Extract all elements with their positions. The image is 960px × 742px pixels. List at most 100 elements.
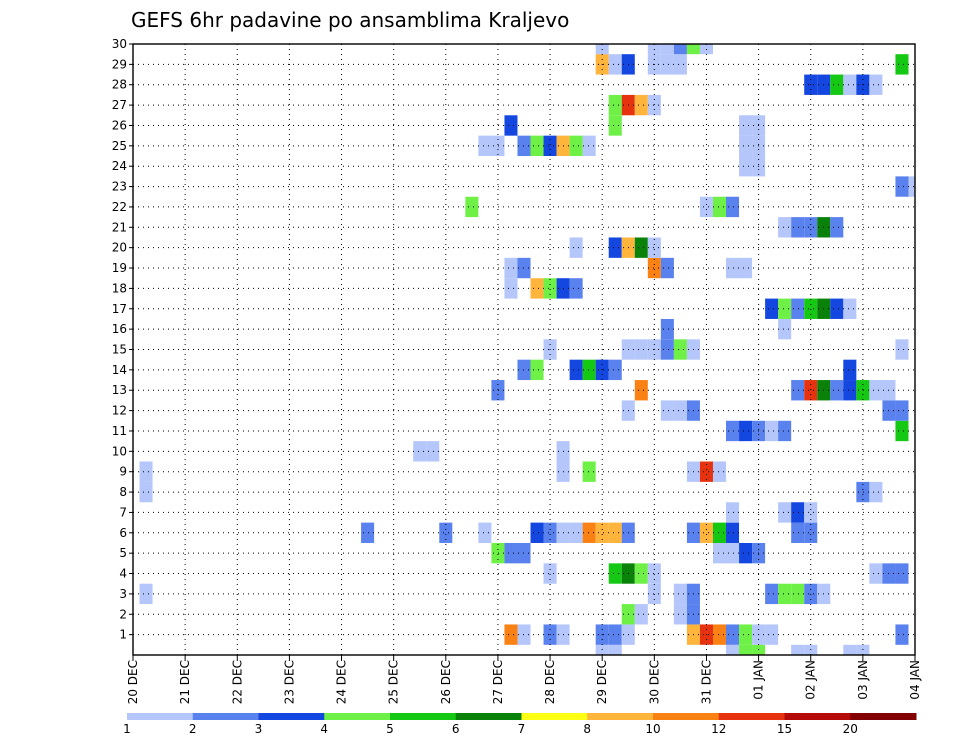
heatmap-cell	[660, 44, 674, 55]
colorbar-swatch	[850, 713, 917, 720]
colorbar-label: 12	[711, 722, 726, 736]
heatmap-cell	[582, 522, 596, 543]
x-tick-label: 28 DEC	[543, 660, 557, 704]
heatmap-cell	[765, 583, 779, 605]
heatmap-cell	[673, 44, 687, 55]
heatmap-cell	[361, 522, 375, 543]
heatmap-cell	[895, 420, 909, 442]
x-tick-label: 27 DEC	[491, 660, 505, 704]
y-tick-label: 20	[112, 241, 127, 255]
y-tick-label: 5	[119, 546, 127, 560]
heatmap-cell	[673, 583, 687, 605]
heatmap-cell	[673, 54, 687, 75]
heatmap-cell	[843, 644, 857, 655]
heatmap-cell	[543, 135, 557, 157]
heatmap-cell	[491, 380, 505, 401]
y-tick-label: 13	[112, 383, 127, 397]
y-tick-label: 27	[112, 98, 127, 112]
heatmap-cell	[634, 380, 648, 401]
colorbar-swatch	[258, 713, 325, 720]
heatmap-cell	[139, 461, 153, 482]
heatmap-cell	[712, 624, 727, 645]
colorbar-swatch	[127, 713, 194, 720]
heatmap-cell	[634, 339, 648, 360]
y-tick-label: 11	[112, 424, 127, 438]
colorbar-swatch	[718, 713, 785, 720]
y-tick-label: 17	[112, 302, 127, 316]
heatmap-cell	[634, 94, 648, 116]
heatmap-cell	[739, 542, 753, 564]
heatmap-cell	[439, 522, 453, 543]
heatmap-cell	[843, 359, 857, 381]
heatmap-cell	[647, 94, 661, 116]
heatmap-cell	[804, 502, 818, 523]
heatmap-cell	[895, 176, 909, 197]
colorbar-label: 3	[255, 722, 263, 736]
colorbar-label: 2	[189, 722, 197, 736]
heatmap-cell	[647, 257, 661, 279]
heatmap-cell	[608, 624, 622, 645]
heatmap-cell	[739, 624, 753, 645]
heatmap-cell	[739, 257, 753, 279]
heatmap-cell	[726, 196, 740, 218]
heatmap-cell	[491, 542, 505, 564]
heatmap-cell	[869, 481, 883, 503]
x-tick-label: 02 JAN	[804, 660, 818, 700]
colorbar-swatch	[390, 713, 457, 720]
heatmap-cell	[778, 583, 792, 605]
heatmap-cell	[791, 217, 805, 238]
colorbar-label: 1	[123, 722, 131, 736]
heatmap-cell	[895, 339, 909, 360]
heatmap-cell	[582, 359, 596, 381]
y-tick-label: 10	[112, 444, 127, 458]
heatmap-cell	[908, 176, 915, 197]
heatmap-cell	[569, 522, 583, 543]
x-tick-label: 20 DEC	[126, 660, 140, 704]
heatmap-cell	[804, 380, 818, 401]
heatmap-cell	[791, 644, 805, 655]
heatmap-cell	[569, 278, 583, 299]
heatmap-cell	[673, 400, 687, 421]
heatmap-cell	[139, 481, 153, 503]
y-tick-label: 1	[119, 628, 127, 642]
y-tick-label: 14	[112, 363, 127, 377]
heatmap-cell	[869, 380, 883, 401]
chart-title: GEFS 6hr padavine po ansamblima Kraljevo	[131, 8, 569, 32]
colorbar-swatch	[587, 713, 654, 720]
heatmap-cell	[543, 278, 557, 299]
heatmap-cell	[686, 44, 700, 55]
heatmap-cell	[712, 522, 727, 543]
y-tick-label: 9	[119, 465, 127, 479]
heatmap-cell	[608, 359, 622, 381]
x-tick-label: 31 DEC	[699, 660, 713, 704]
heatmap-cell	[739, 420, 753, 442]
y-tick-label: 4	[119, 567, 127, 581]
heatmap-cell	[856, 380, 870, 401]
heatmap-cell	[712, 196, 727, 218]
heatmap-cell	[582, 461, 596, 482]
heatmap-cell	[504, 257, 518, 279]
y-tick-label: 12	[112, 404, 127, 418]
heatmap-cell	[739, 115, 753, 136]
heatmap-cell	[634, 563, 648, 584]
heatmap-cell	[660, 318, 674, 340]
x-tick-label: 01 JAN	[752, 660, 766, 700]
y-tick-label: 23	[112, 180, 127, 194]
y-tick-label: 21	[112, 220, 127, 234]
heatmap-cell	[856, 481, 870, 503]
heatmap-cell	[830, 74, 844, 95]
heatmap-cell	[830, 217, 844, 238]
heatmap-cell	[869, 563, 883, 584]
heatmap-cell	[830, 380, 844, 401]
y-tick-label: 15	[112, 343, 127, 357]
heatmap-cell	[869, 74, 883, 95]
heatmap-cell	[765, 624, 779, 645]
colorbar-label: 15	[777, 722, 792, 736]
x-tick-label: 25 DEC	[387, 660, 401, 704]
heatmap-cell	[660, 400, 674, 421]
heatmap-cell	[791, 502, 805, 523]
y-tick-label: 6	[119, 526, 127, 540]
x-tick-label: 04 JAN	[908, 660, 922, 700]
colorbar-label: 10	[645, 722, 660, 736]
